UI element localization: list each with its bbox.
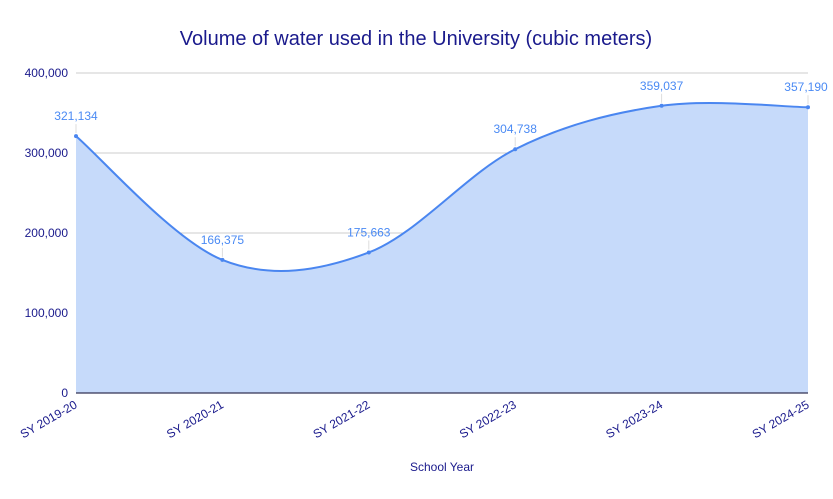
x-tick-label: SY 2023-24 <box>603 397 665 441</box>
y-tick-label: 0 <box>61 386 68 400</box>
y-tick-label: 200,000 <box>25 226 69 240</box>
x-tick-label: SY 2022-23 <box>457 397 519 441</box>
data-label: 304,738 <box>494 122 538 136</box>
chart-title: Volume of water used in the University (… <box>180 28 652 50</box>
x-tick-label: SY 2024-25 <box>750 397 812 441</box>
data-point[interactable] <box>366 250 371 255</box>
data-point[interactable] <box>806 105 810 110</box>
x-tick-label: SY 2021-22 <box>311 397 373 441</box>
data-label: 357,190 <box>784 80 828 94</box>
data-label: 166,375 <box>201 233 245 247</box>
data-label: 359,037 <box>640 79 684 93</box>
area-fill <box>76 102 808 393</box>
data-point[interactable] <box>659 103 664 108</box>
data-label: 321,134 <box>54 109 98 123</box>
x-tick-label: SY 2019-20 <box>18 397 80 441</box>
y-tick-label: 300,000 <box>25 146 69 160</box>
series-line <box>75 101 809 272</box>
x-axis-title: School Year <box>410 460 474 474</box>
data-point[interactable] <box>513 147 518 152</box>
data-point[interactable] <box>74 134 78 139</box>
x-tick-label: SY 2020-21 <box>164 397 226 441</box>
data-label: 175,663 <box>347 225 391 239</box>
data-point[interactable] <box>220 257 225 262</box>
y-tick-label: 100,000 <box>25 306 69 320</box>
y-tick-label: 400,000 <box>25 66 69 80</box>
